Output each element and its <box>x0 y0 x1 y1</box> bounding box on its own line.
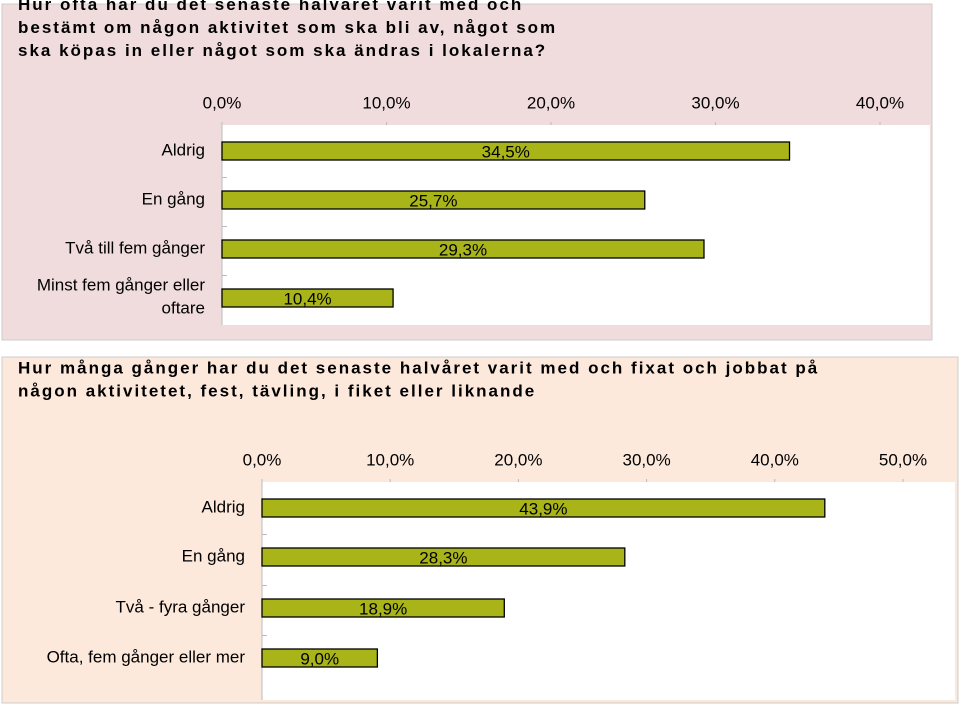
x-tick-label: 30,0% <box>622 450 670 469</box>
category-label: Ofta, fem gånger eller mer <box>47 647 246 666</box>
x-tick-label: 50,0% <box>879 450 927 469</box>
data-label: 43,9% <box>519 499 567 518</box>
bar <box>261 547 626 567</box>
chart-title: Hur många gånger har du det senaste halv… <box>18 359 819 401</box>
category-label: En gång <box>182 546 245 565</box>
bar <box>261 598 505 618</box>
bar <box>261 498 826 518</box>
chart-title: Hur ofta har du det senaste halvåret var… <box>18 0 557 60</box>
bar <box>221 239 705 259</box>
bar <box>221 288 394 308</box>
data-label: 9,0% <box>300 649 339 668</box>
category-label: Två till fem gånger <box>65 238 205 257</box>
x-tick-label: 0,0% <box>243 450 282 469</box>
data-label: 25,7% <box>409 191 457 210</box>
x-tick-label: 0,0% <box>203 93 242 112</box>
data-label: 34,5% <box>482 142 530 161</box>
x-tick-label: 20,0% <box>527 93 575 112</box>
category-label: Aldrig <box>202 497 245 516</box>
x-tick-label: 30,0% <box>691 93 739 112</box>
x-tick-label: 10,0% <box>362 93 410 112</box>
category-label: En gång <box>142 189 205 208</box>
category-label: Minst fem gånger eller oftare <box>37 276 206 318</box>
data-label: 18,9% <box>359 599 407 618</box>
x-tick-label: 40,0% <box>856 93 904 112</box>
x-tick-label: 10,0% <box>366 450 414 469</box>
x-tick-label: 40,0% <box>751 450 799 469</box>
bar <box>261 648 379 668</box>
bar <box>221 190 646 210</box>
x-tick-label: 20,0% <box>494 450 542 469</box>
category-label: Två - fyra gånger <box>116 597 246 616</box>
data-label: 29,3% <box>439 240 487 259</box>
category-label: Aldrig <box>162 140 205 159</box>
data-label: 28,3% <box>419 548 467 567</box>
bar <box>221 141 791 161</box>
data-label: 10,4% <box>283 289 331 308</box>
